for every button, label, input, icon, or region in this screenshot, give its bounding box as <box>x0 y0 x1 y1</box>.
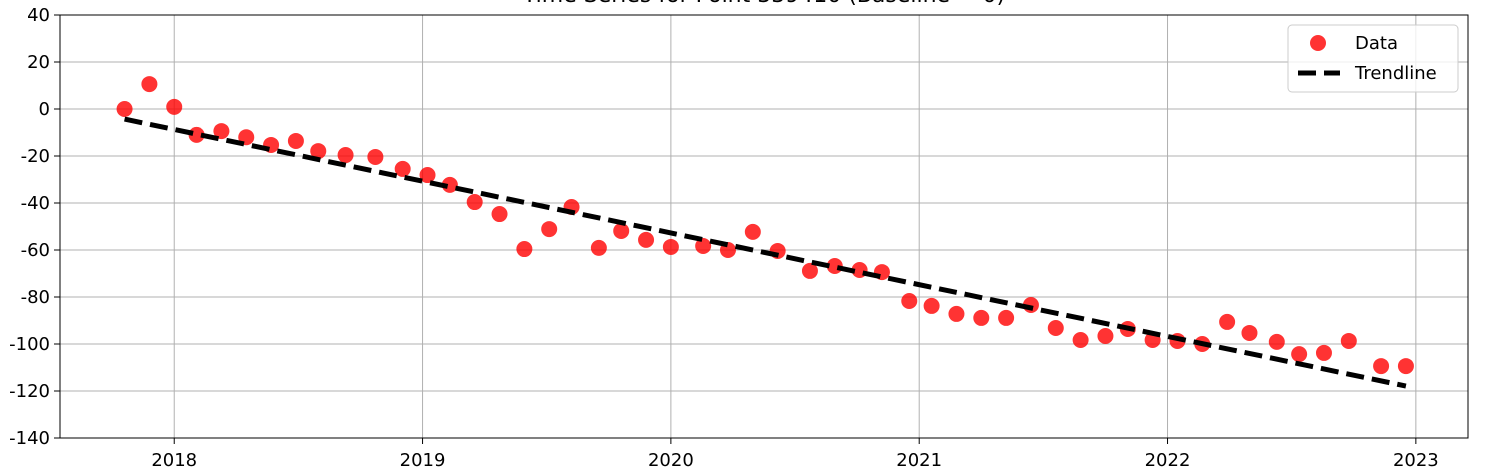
x-tick-label: 2022 <box>1145 450 1191 471</box>
data-point <box>166 98 183 115</box>
data-point <box>337 147 354 164</box>
data-point <box>1219 313 1236 330</box>
data-point <box>394 160 411 177</box>
y-tick-label: 0 <box>39 99 50 120</box>
y-tick-label: -140 <box>9 428 50 449</box>
data-point <box>1097 328 1114 345</box>
data-point <box>801 262 818 279</box>
data-point <box>466 194 483 211</box>
data-point <box>310 143 327 160</box>
data-point <box>613 222 630 239</box>
data-point <box>1291 346 1308 363</box>
chart-title: Time Series for Point 339410 (Baseline =… <box>522 0 1005 8</box>
data-point <box>1315 344 1332 361</box>
data-point <box>287 132 304 149</box>
data-point <box>441 176 458 193</box>
y-tick-label: -20 <box>21 146 50 167</box>
legend-label: Trendline <box>1354 63 1437 84</box>
x-tick-label: 2018 <box>151 450 197 471</box>
data-point <box>662 238 679 255</box>
data-point <box>973 309 990 326</box>
y-tick-label: 40 <box>27 5 50 26</box>
legend-label: Data <box>1355 33 1398 54</box>
y-tick-label: -60 <box>21 240 50 261</box>
y-tick-label: -40 <box>21 193 50 214</box>
data-point <box>516 241 533 258</box>
trendline <box>124 116 1407 389</box>
data-point <box>141 76 158 93</box>
data-point <box>998 309 1015 326</box>
data-point <box>367 148 384 165</box>
data-point <box>590 239 607 256</box>
data-point <box>116 101 133 117</box>
data-point <box>901 292 918 309</box>
data-point <box>1072 332 1089 349</box>
y-tick-label: -120 <box>9 381 50 402</box>
data-point <box>1397 358 1414 375</box>
data-point <box>1268 333 1285 350</box>
data-point <box>1047 320 1064 337</box>
data-point <box>638 231 655 248</box>
data-point <box>923 297 940 314</box>
data-point <box>744 223 761 240</box>
y-tick-label: 20 <box>27 52 50 73</box>
data-point <box>948 305 965 322</box>
data-point <box>1340 332 1357 349</box>
x-tick-label: 2021 <box>896 450 942 471</box>
y-tick-label: -100 <box>9 334 50 355</box>
data-point <box>491 206 508 223</box>
data-point <box>541 221 558 238</box>
x-tick-label: 2020 <box>648 450 694 471</box>
x-tick-label: 2019 <box>400 450 446 471</box>
x-tick-label: 2023 <box>1393 450 1439 471</box>
data-point <box>419 167 436 184</box>
data-point <box>1241 324 1258 341</box>
plot-frame <box>59 14 1469 439</box>
data-point <box>695 238 712 255</box>
y-tick-label: -80 <box>21 287 50 308</box>
legend-marker <box>1310 35 1326 51</box>
data-point <box>213 123 230 140</box>
data-point <box>1373 358 1390 375</box>
